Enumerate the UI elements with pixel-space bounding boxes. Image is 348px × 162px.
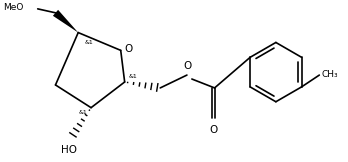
Text: O: O bbox=[125, 44, 133, 54]
Text: O: O bbox=[184, 61, 192, 71]
Text: HO: HO bbox=[61, 145, 77, 155]
Polygon shape bbox=[53, 10, 78, 33]
Text: &1: &1 bbox=[84, 40, 93, 46]
Text: CH₃: CH₃ bbox=[321, 70, 338, 79]
Text: &1: &1 bbox=[78, 110, 87, 115]
Text: &1: &1 bbox=[129, 74, 137, 79]
Text: MeO: MeO bbox=[3, 3, 24, 12]
Text: O: O bbox=[209, 126, 218, 135]
